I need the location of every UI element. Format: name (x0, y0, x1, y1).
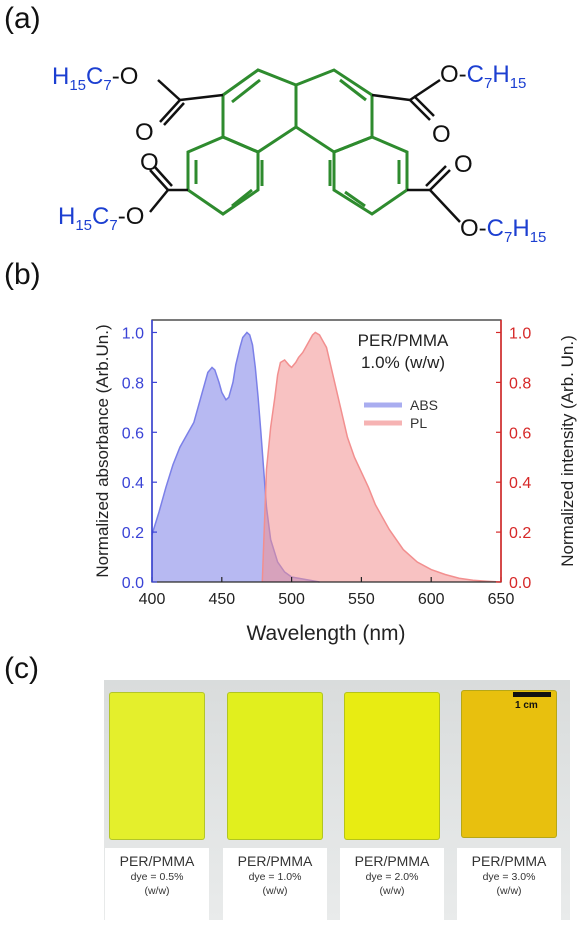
legend-label-abs: ABS (410, 397, 438, 413)
carbonyl-o-1: O (135, 119, 154, 146)
series-line-pl (261, 331, 502, 583)
sample-label-4: PER/PMMA dye = 3.0% (w/w) (457, 848, 561, 920)
y-left-tick-label: 0.4 (122, 475, 144, 492)
y-axis-label-right: Normalized intensity (Arb. Un.) (558, 335, 577, 566)
scale-bar-label: 1 cm (515, 700, 538, 711)
chart-annotation-line2: 1.0% (w/w) (361, 353, 445, 372)
sample-label-1: PER/PMMA dye = 0.5% (w/w) (105, 848, 209, 920)
sample-label-title: PER/PMMA (354, 853, 430, 869)
legend-label-pl: PL (410, 415, 427, 431)
absorbance-pl-chart: 400 450 500 550 600 6500.00.20.40.60.81.00.00… (93, 319, 577, 645)
sample-label-unit: (w/w) (379, 885, 405, 897)
y-left-tick-label: 0.0 (122, 575, 144, 592)
y-right-tick-label: 0.0 (509, 575, 531, 592)
sample-label-2: PER/PMMA dye = 1.0% (w/w) (223, 848, 327, 920)
chart-annotation-line1: PER/PMMA (358, 331, 449, 350)
y-left-tick-label: 0.8 (122, 375, 144, 392)
carbonyl-o-2: O (432, 121, 451, 148)
substituent-top-left: H15C7-O (52, 63, 138, 94)
sample-label-3: PER/PMMA dye = 2.0% (w/w) (340, 848, 444, 920)
series-area-pl (262, 332, 501, 582)
y-right-tick-label: 1.0 (509, 325, 531, 342)
sample-slide-1 (109, 692, 205, 840)
substituent-bottom-left: H15C7-O (58, 203, 144, 234)
x-axis-label: Wavelength (nm) (246, 622, 405, 645)
sample-label-unit: (w/w) (144, 885, 170, 897)
carbonyl-o-3: O (140, 149, 159, 176)
y-axis-label-left: Normalized absorbance (Arb.Un.) (93, 324, 112, 577)
sample-label-unit: (w/w) (496, 885, 522, 897)
legend: ABS PL (364, 397, 438, 431)
sample-label-title: PER/PMMA (471, 853, 547, 869)
substituent-top-right: O-C7H15 (440, 61, 526, 92)
panel-label-b: (b) (4, 258, 41, 291)
sample-label-dye: dye = 3.0% (482, 871, 536, 883)
series-area-abs (152, 332, 320, 582)
carbonyl-o-4: O (454, 151, 473, 178)
x-tick-label: 400 (139, 591, 166, 608)
y-right-tick-label: 0.4 (509, 475, 531, 492)
x-tick-label: 600 (418, 591, 445, 608)
y-left-tick-label: 0.2 (122, 525, 144, 542)
y-right-tick-label: 0.6 (509, 425, 531, 442)
sample-slide-2 (227, 692, 323, 840)
y-right-tick-label: 0.8 (509, 375, 531, 392)
sample-label-dye: dye = 1.0% (248, 871, 302, 883)
panel-label-a: (a) (4, 2, 41, 35)
scale-bar (513, 692, 551, 697)
sample-slide-4 (461, 690, 557, 838)
y-left-tick-label: 0.6 (122, 425, 144, 442)
sample-label-title: PER/PMMA (237, 853, 313, 869)
perylene-core (186, 68, 409, 216)
y-left-tick-label: 1.0 (122, 325, 144, 342)
x-tick-label: 450 (208, 591, 235, 608)
sample-label-unit: (w/w) (262, 885, 288, 897)
x-tick-label: 500 (278, 591, 305, 608)
ester-bonds (149, 78, 461, 223)
y-right-tick-label: 0.2 (509, 525, 531, 542)
sample-slide-3 (344, 692, 440, 840)
sample-label-dye: dye = 2.0% (365, 871, 419, 883)
x-tick-label: 550 (348, 591, 375, 608)
sample-label-title: PER/PMMA (119, 853, 195, 869)
sample-label-dye: dye = 0.5% (130, 871, 184, 883)
perylene-ester-structure: O O O O H15C7-O O-C7H15 H15C7-O O-C7H15 (52, 61, 546, 246)
x-tick-label: 650 (488, 591, 515, 608)
panel-label-c: (c) (4, 652, 39, 685)
substituent-bottom-right: O-C7H15 (460, 215, 546, 246)
